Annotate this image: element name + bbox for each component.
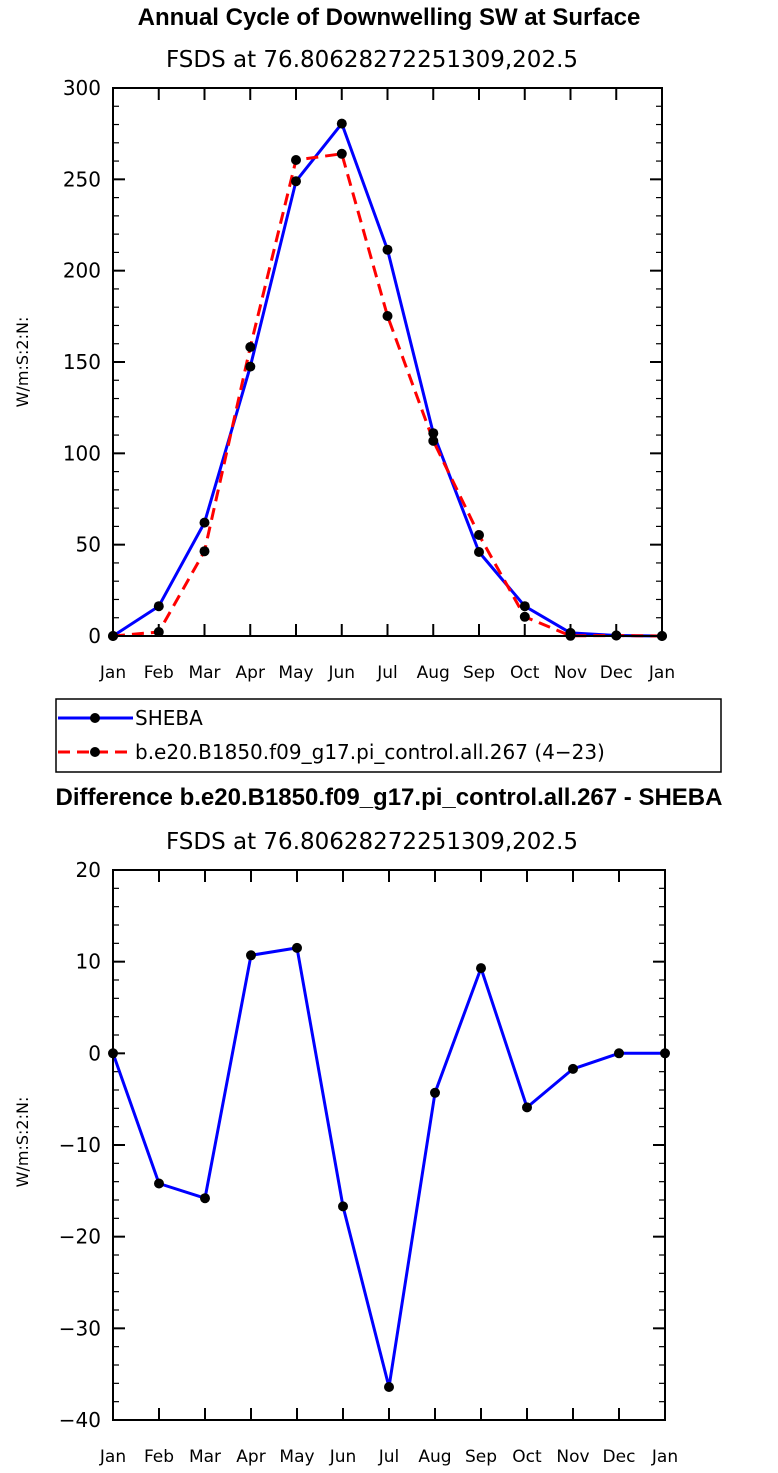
chart-2-x-tick-label: Nov bbox=[556, 1447, 589, 1467]
chart-2-series-0-point bbox=[476, 963, 486, 974]
chart-1-x-tick-label: Oct bbox=[510, 663, 540, 683]
chart-1-x-tick-label: Mar bbox=[188, 663, 220, 683]
chart-1-legend: SHEBA b.e20.B1850.f09_g17.pi_control.all… bbox=[55, 698, 722, 773]
chart-1-y-tick-label: 100 bbox=[63, 441, 101, 465]
chart-1-y-tick-labels: 0 50 100 150 200 250 300 bbox=[63, 76, 101, 648]
chart-1-series-0-point bbox=[153, 601, 164, 612]
chart-1-series-0-point bbox=[474, 547, 484, 557]
chart-2-y-tick-label: 10 bbox=[76, 950, 101, 974]
chart-1-series-1-point bbox=[291, 155, 301, 165]
chart-2-series-0-point bbox=[568, 1063, 578, 1074]
legend-sheba-label: SHEBA bbox=[135, 706, 203, 730]
chart-1-x-tick-label: Jan bbox=[99, 663, 126, 683]
chart-1-y-tick-label: 50 bbox=[76, 533, 101, 557]
chart-2-y-tick-label: 20 bbox=[76, 858, 101, 882]
chart-2-series-0-point bbox=[614, 1048, 624, 1059]
chart-2-series-0-line bbox=[111, 946, 665, 1389]
chart-2-series-0-point bbox=[522, 1102, 532, 1113]
chart-difference: Difference b.e20.B1850.f09_g17.pi_contro… bbox=[13, 784, 722, 1467]
chart-2-series bbox=[108, 942, 670, 1392]
chart-1-series-0-point bbox=[336, 118, 347, 129]
chart-2-x-tick-label: Mar bbox=[189, 1447, 221, 1467]
legend-box bbox=[55, 698, 722, 773]
chart-2-series-0-point bbox=[430, 1087, 440, 1098]
legend-model-label: b.e20.B1850.f09_g17.pi_control.all.267 (… bbox=[135, 740, 605, 764]
chart-1-series-1-point bbox=[382, 311, 393, 321]
chart-1-x-tick-labels: Jan Feb Mar Apr May Jun Jul Aug Sep Oct Nov Dec Jan bbox=[99, 663, 675, 683]
legend-model-marker bbox=[90, 747, 100, 757]
chart-1-series-0-point bbox=[291, 176, 301, 187]
chart-1-x-tick-label: Apr bbox=[236, 663, 265, 683]
chart-1-series-1-point bbox=[428, 435, 439, 446]
chart-2-x-tick-label: May bbox=[279, 1447, 314, 1467]
chart-1-series-1-point bbox=[245, 342, 256, 352]
chart-2-series-0-point bbox=[246, 950, 256, 961]
chart-2-x-tick-label: Jul bbox=[378, 1447, 400, 1467]
chart-1-series-1-point bbox=[199, 546, 210, 557]
chart-1-series-1-point bbox=[336, 148, 347, 159]
chart-2-subtitle: FSDS at 76.80628272251309,202.5 bbox=[166, 829, 578, 855]
chart-1-x-tick-label: Sep bbox=[463, 663, 495, 683]
chart-2-series-0-point bbox=[338, 1201, 348, 1212]
chart-1-y-tick-label: 0 bbox=[88, 624, 101, 648]
chart-2-y-tick-label: −40 bbox=[59, 1408, 101, 1432]
chart-2-y-tick-labels: −40 −30 −20 −10 0 10 20 bbox=[59, 858, 101, 1432]
chart-2-ylabel: W/m:S:2:N: bbox=[13, 1097, 32, 1188]
chart-2-y-tick-label: −30 bbox=[59, 1316, 101, 1340]
chart-1-y-tick-label: 300 bbox=[63, 76, 101, 100]
chart-1-ylabel: W/m:S:2:N: bbox=[13, 317, 32, 408]
legend-sheba-marker bbox=[90, 713, 100, 723]
chart-2-x-tick-label: Apr bbox=[236, 1447, 265, 1467]
chart-1-series-1-point bbox=[519, 611, 530, 622]
chart-2-x-tick-label: Jan bbox=[651, 1447, 678, 1467]
chart-1-x-tick-label: Jan bbox=[648, 663, 675, 683]
chart-2-y-tick-label: −20 bbox=[59, 1225, 101, 1249]
chart-2-y-tick-label: 0 bbox=[88, 1041, 101, 1065]
chart-2-x-tick-label: Feb bbox=[144, 1447, 174, 1467]
chart-1-series-0-point bbox=[382, 244, 393, 255]
chart-1-series-0-point bbox=[519, 601, 530, 612]
chart-2-x-tick-label: Dec bbox=[603, 1447, 636, 1467]
chart-1-title: Annual Cycle of Downwelling SW at Surfac… bbox=[138, 4, 641, 31]
chart-2-plot-frame bbox=[112, 869, 666, 1421]
chart-1-series-0-point bbox=[428, 428, 439, 439]
chart-2-series-0-point bbox=[200, 1193, 210, 1204]
chart-1-x-tick-label: Jun bbox=[327, 663, 355, 683]
chart-1-subtitle: FSDS at 76.80628272251309,202.5 bbox=[166, 47, 578, 73]
chart-1-series-0-point bbox=[245, 361, 256, 372]
chart-1-series bbox=[108, 118, 667, 641]
chart-1-x-tick-label: Aug bbox=[417, 663, 450, 683]
chart-1-series-1-point bbox=[153, 627, 164, 637]
chart-2-series-0-point bbox=[384, 1382, 394, 1392]
chart-1-x-tick-label: Dec bbox=[600, 663, 633, 683]
chart-annual-cycle: Annual Cycle of Downwelling SW at Surfac… bbox=[13, 4, 722, 773]
chart-2-x-tick-label: Oct bbox=[512, 1447, 542, 1467]
chart-2-x-tick-labels: Jan Feb Mar Apr May Jun Jul Aug Sep Oct Nov Dec Jan bbox=[99, 1447, 678, 1467]
chart-2-title: Difference b.e20.B1850.f09_g17.pi_contro… bbox=[56, 784, 723, 811]
chart-1-series-0-point bbox=[199, 517, 210, 528]
chart-1-ticks bbox=[112, 87, 663, 637]
chart-1-series-1-line bbox=[112, 152, 663, 638]
chart-1-series-0-line bbox=[112, 122, 663, 638]
chart-2-y-tick-label: −10 bbox=[59, 1133, 101, 1157]
chart-2-ticks bbox=[112, 869, 666, 1421]
chart-1-x-tick-label: Jul bbox=[376, 663, 398, 683]
chart-1-plot-frame bbox=[112, 87, 663, 637]
chart-2-x-tick-label: Aug bbox=[418, 1447, 451, 1467]
chart-1-series-1-point bbox=[474, 530, 484, 540]
chart-2-series-0-point bbox=[292, 942, 302, 953]
chart-1-y-tick-label: 250 bbox=[63, 167, 101, 191]
chart-1-y-tick-label: 150 bbox=[63, 350, 101, 374]
chart-2-x-tick-label: Jan bbox=[99, 1447, 126, 1467]
chart-2-series-0-point bbox=[154, 1178, 164, 1189]
chart-2-x-tick-label: Jun bbox=[329, 1447, 357, 1467]
chart-2-x-tick-label: Sep bbox=[465, 1447, 497, 1467]
chart-1-x-tick-label: May bbox=[278, 663, 313, 683]
chart-1-y-tick-label: 200 bbox=[63, 259, 101, 283]
chart-1-x-tick-label: Feb bbox=[144, 663, 174, 683]
chart-1-x-tick-label: Nov bbox=[554, 663, 587, 683]
